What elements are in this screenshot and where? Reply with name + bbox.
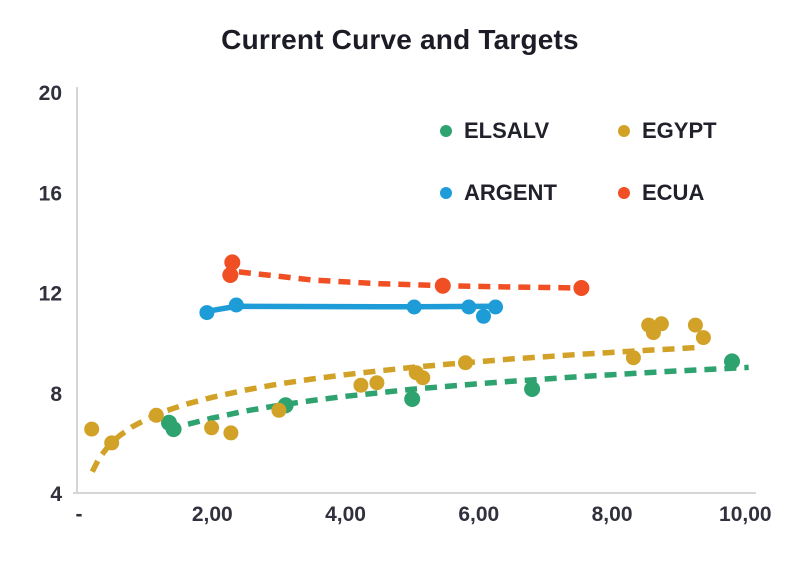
- series-egypt-point: [653, 316, 669, 332]
- series-argent-trendline: [206, 303, 496, 315]
- legend-label: EGYPT: [642, 118, 717, 143]
- series-egypt-point: [625, 350, 641, 366]
- series-egypt-point: [148, 407, 164, 423]
- x-tick-label: 6,00: [458, 503, 499, 526]
- y-tick-label: 20: [39, 82, 62, 105]
- series-argent-point: [488, 299, 503, 315]
- series-egypt-point: [415, 370, 431, 386]
- series-argent-point: [199, 305, 215, 321]
- series-egypt-point: [687, 317, 703, 333]
- series-egypt-point: [271, 402, 287, 418]
- series-egypt-point: [84, 421, 100, 437]
- legend-label: ELSALV: [464, 118, 550, 143]
- legend-marker-icon: [618, 187, 630, 199]
- series-egypt-point: [695, 330, 711, 346]
- legend-item-egypt: EGYPT: [618, 118, 717, 144]
- legend-item-argent: ARGENT: [440, 180, 618, 206]
- y-tick-label: 16: [39, 182, 62, 205]
- y-tick-label: 8: [50, 383, 62, 406]
- legend-item-elsalv: ELSALV: [440, 118, 618, 144]
- series-egypt-point: [458, 355, 473, 371]
- chart-title: Current Curve and Targets: [221, 24, 579, 55]
- legend-marker-icon: [440, 187, 452, 199]
- y-tick-label: 4: [50, 483, 62, 506]
- x-tick-label: 10,00: [719, 503, 772, 526]
- series-egypt-point: [104, 435, 120, 451]
- series-argent-point: [228, 297, 244, 313]
- x-tick-label: 2,00: [192, 503, 233, 526]
- legend-label: ECUA: [642, 180, 705, 205]
- legend-item-ecua: ECUA: [618, 180, 717, 206]
- series-elsalv-point: [524, 381, 541, 397]
- x-tick-label: 4,00: [325, 503, 366, 526]
- series-elsalv-point: [724, 353, 740, 370]
- x-tick-label: 8,00: [592, 503, 633, 526]
- legend: ELSALV EGYPT ARGENT ECUA: [440, 118, 717, 206]
- series-ecua-point: [222, 267, 239, 283]
- x-tick-label: -: [76, 503, 83, 526]
- series-argent-point: [461, 299, 477, 315]
- series-egypt-point: [204, 420, 220, 436]
- series-argent-point: [406, 299, 422, 315]
- legend-marker-icon: [618, 125, 630, 137]
- series-argent-point: [476, 308, 491, 324]
- series-ecua-point: [434, 277, 451, 294]
- series-elsalv-point: [165, 421, 182, 438]
- y-tick-label: 12: [39, 283, 62, 306]
- series-ecua-point: [573, 280, 590, 296]
- series-egypt-point: [353, 377, 369, 393]
- series-egypt-trendline: [89, 344, 699, 473]
- series-egypt-point: [223, 425, 239, 441]
- legend-marker-icon: [440, 125, 452, 137]
- series-ecua-trendline: [238, 269, 582, 291]
- series-ecua-point: [224, 254, 241, 271]
- series-elsalv-trendline: [168, 364, 749, 433]
- series-egypt-point: [369, 375, 385, 391]
- legend-label: ARGENT: [464, 180, 557, 205]
- series-elsalv-point: [404, 391, 421, 407]
